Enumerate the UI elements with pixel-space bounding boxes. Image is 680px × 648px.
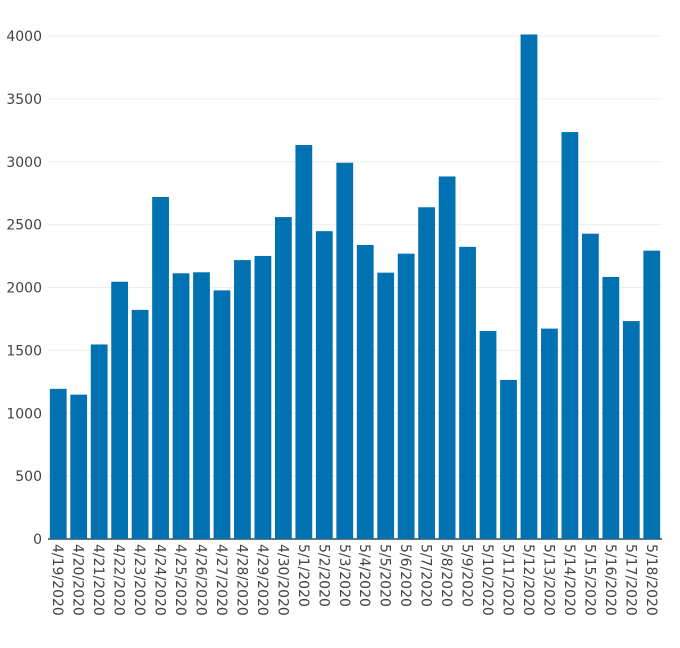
x-tick-label: 5/9/2020 (459, 544, 475, 607)
y-tick-label: 0 (33, 532, 42, 548)
x-tick-label: 5/3/2020 (336, 544, 352, 607)
bar[interactable] (581, 233, 599, 539)
bar[interactable] (295, 145, 313, 539)
y-tick-label: 500 (15, 469, 42, 485)
bar[interactable] (397, 253, 415, 539)
bars (49, 34, 661, 540)
x-tick-label: 4/30/2020 (274, 544, 290, 616)
bar[interactable] (520, 34, 538, 540)
bar[interactable] (254, 255, 272, 539)
x-tick-label: 5/15/2020 (581, 544, 597, 616)
bar[interactable] (315, 231, 333, 539)
x-tick-label: 5/14/2020 (561, 544, 577, 616)
x-tick-label: 5/11/2020 (500, 544, 516, 616)
bar[interactable] (336, 162, 354, 540)
x-tick-label: 4/27/2020 (213, 544, 229, 616)
y-tick-label: 1500 (6, 343, 42, 359)
x-tick-label: 5/7/2020 (418, 544, 434, 607)
bar[interactable] (438, 176, 456, 539)
bar[interactable] (152, 196, 169, 539)
x-tick-label: 5/10/2020 (479, 544, 495, 616)
x-tick-label: 5/1/2020 (295, 544, 311, 607)
x-tick-label: 4/23/2020 (131, 544, 147, 616)
x-tick-label: 5/13/2020 (540, 544, 556, 616)
x-tick-label: 5/2/2020 (315, 544, 331, 607)
bar[interactable] (234, 260, 251, 539)
bar[interactable] (541, 328, 558, 539)
bar[interactable] (213, 290, 231, 539)
bar[interactable] (377, 272, 395, 539)
x-tick-label: 5/18/2020 (643, 544, 659, 616)
bar[interactable] (561, 132, 579, 539)
x-tick-label: 5/12/2020 (520, 544, 536, 616)
x-tick-label: 5/5/2020 (377, 544, 393, 607)
x-tick-label: 5/17/2020 (622, 544, 638, 616)
x-tick-label: 5/4/2020 (356, 544, 372, 607)
bar[interactable] (70, 394, 88, 539)
x-tick-label: 4/24/2020 (152, 544, 168, 616)
x-tick-label: 4/21/2020 (90, 544, 106, 616)
x-tick-label: 4/19/2020 (49, 544, 65, 616)
bar[interactable] (643, 250, 661, 539)
x-tick-label: 5/8/2020 (438, 544, 454, 607)
bar[interactable] (49, 388, 67, 539)
x-tick-label: 5/6/2020 (397, 544, 413, 607)
bar[interactable] (90, 344, 108, 539)
y-tick-label: 2500 (6, 218, 42, 234)
x-tick-label: 4/28/2020 (233, 544, 249, 616)
bar[interactable] (356, 244, 374, 539)
bar[interactable] (172, 273, 190, 539)
bar[interactable] (131, 309, 149, 539)
bar[interactable] (500, 379, 517, 539)
y-tick-label: 2000 (6, 281, 42, 297)
bar[interactable] (111, 281, 129, 539)
bar[interactable] (418, 207, 436, 540)
bar[interactable] (602, 276, 620, 539)
x-tick-label: 4/25/2020 (172, 544, 188, 616)
x-tick-label: 4/26/2020 (193, 544, 209, 616)
bar[interactable] (479, 331, 497, 539)
bar[interactable] (274, 217, 292, 539)
bar[interactable] (622, 321, 640, 539)
x-axis-ticks: 4/19/2020 4/20/2020 4/21/2020 4/22/2020 4/23… (49, 544, 659, 616)
gridlines (48, 35, 662, 540)
y-axis-ticks: 0 500 1000 1500 2000 2500 3000 3500 4000 (6, 29, 42, 548)
y-tick-label: 1000 (6, 406, 42, 422)
y-tick-label: 4000 (6, 29, 42, 45)
y-tick-label: 3000 (6, 155, 42, 171)
x-tick-label: 4/20/2020 (70, 544, 86, 616)
x-tick-label: 5/16/2020 (602, 544, 618, 616)
x-tick-label: 4/29/2020 (254, 544, 270, 616)
bar[interactable] (193, 272, 210, 539)
y-tick-label: 3500 (6, 92, 42, 108)
bar[interactable] (459, 246, 476, 539)
x-tick-label: 4/22/2020 (111, 544, 127, 616)
